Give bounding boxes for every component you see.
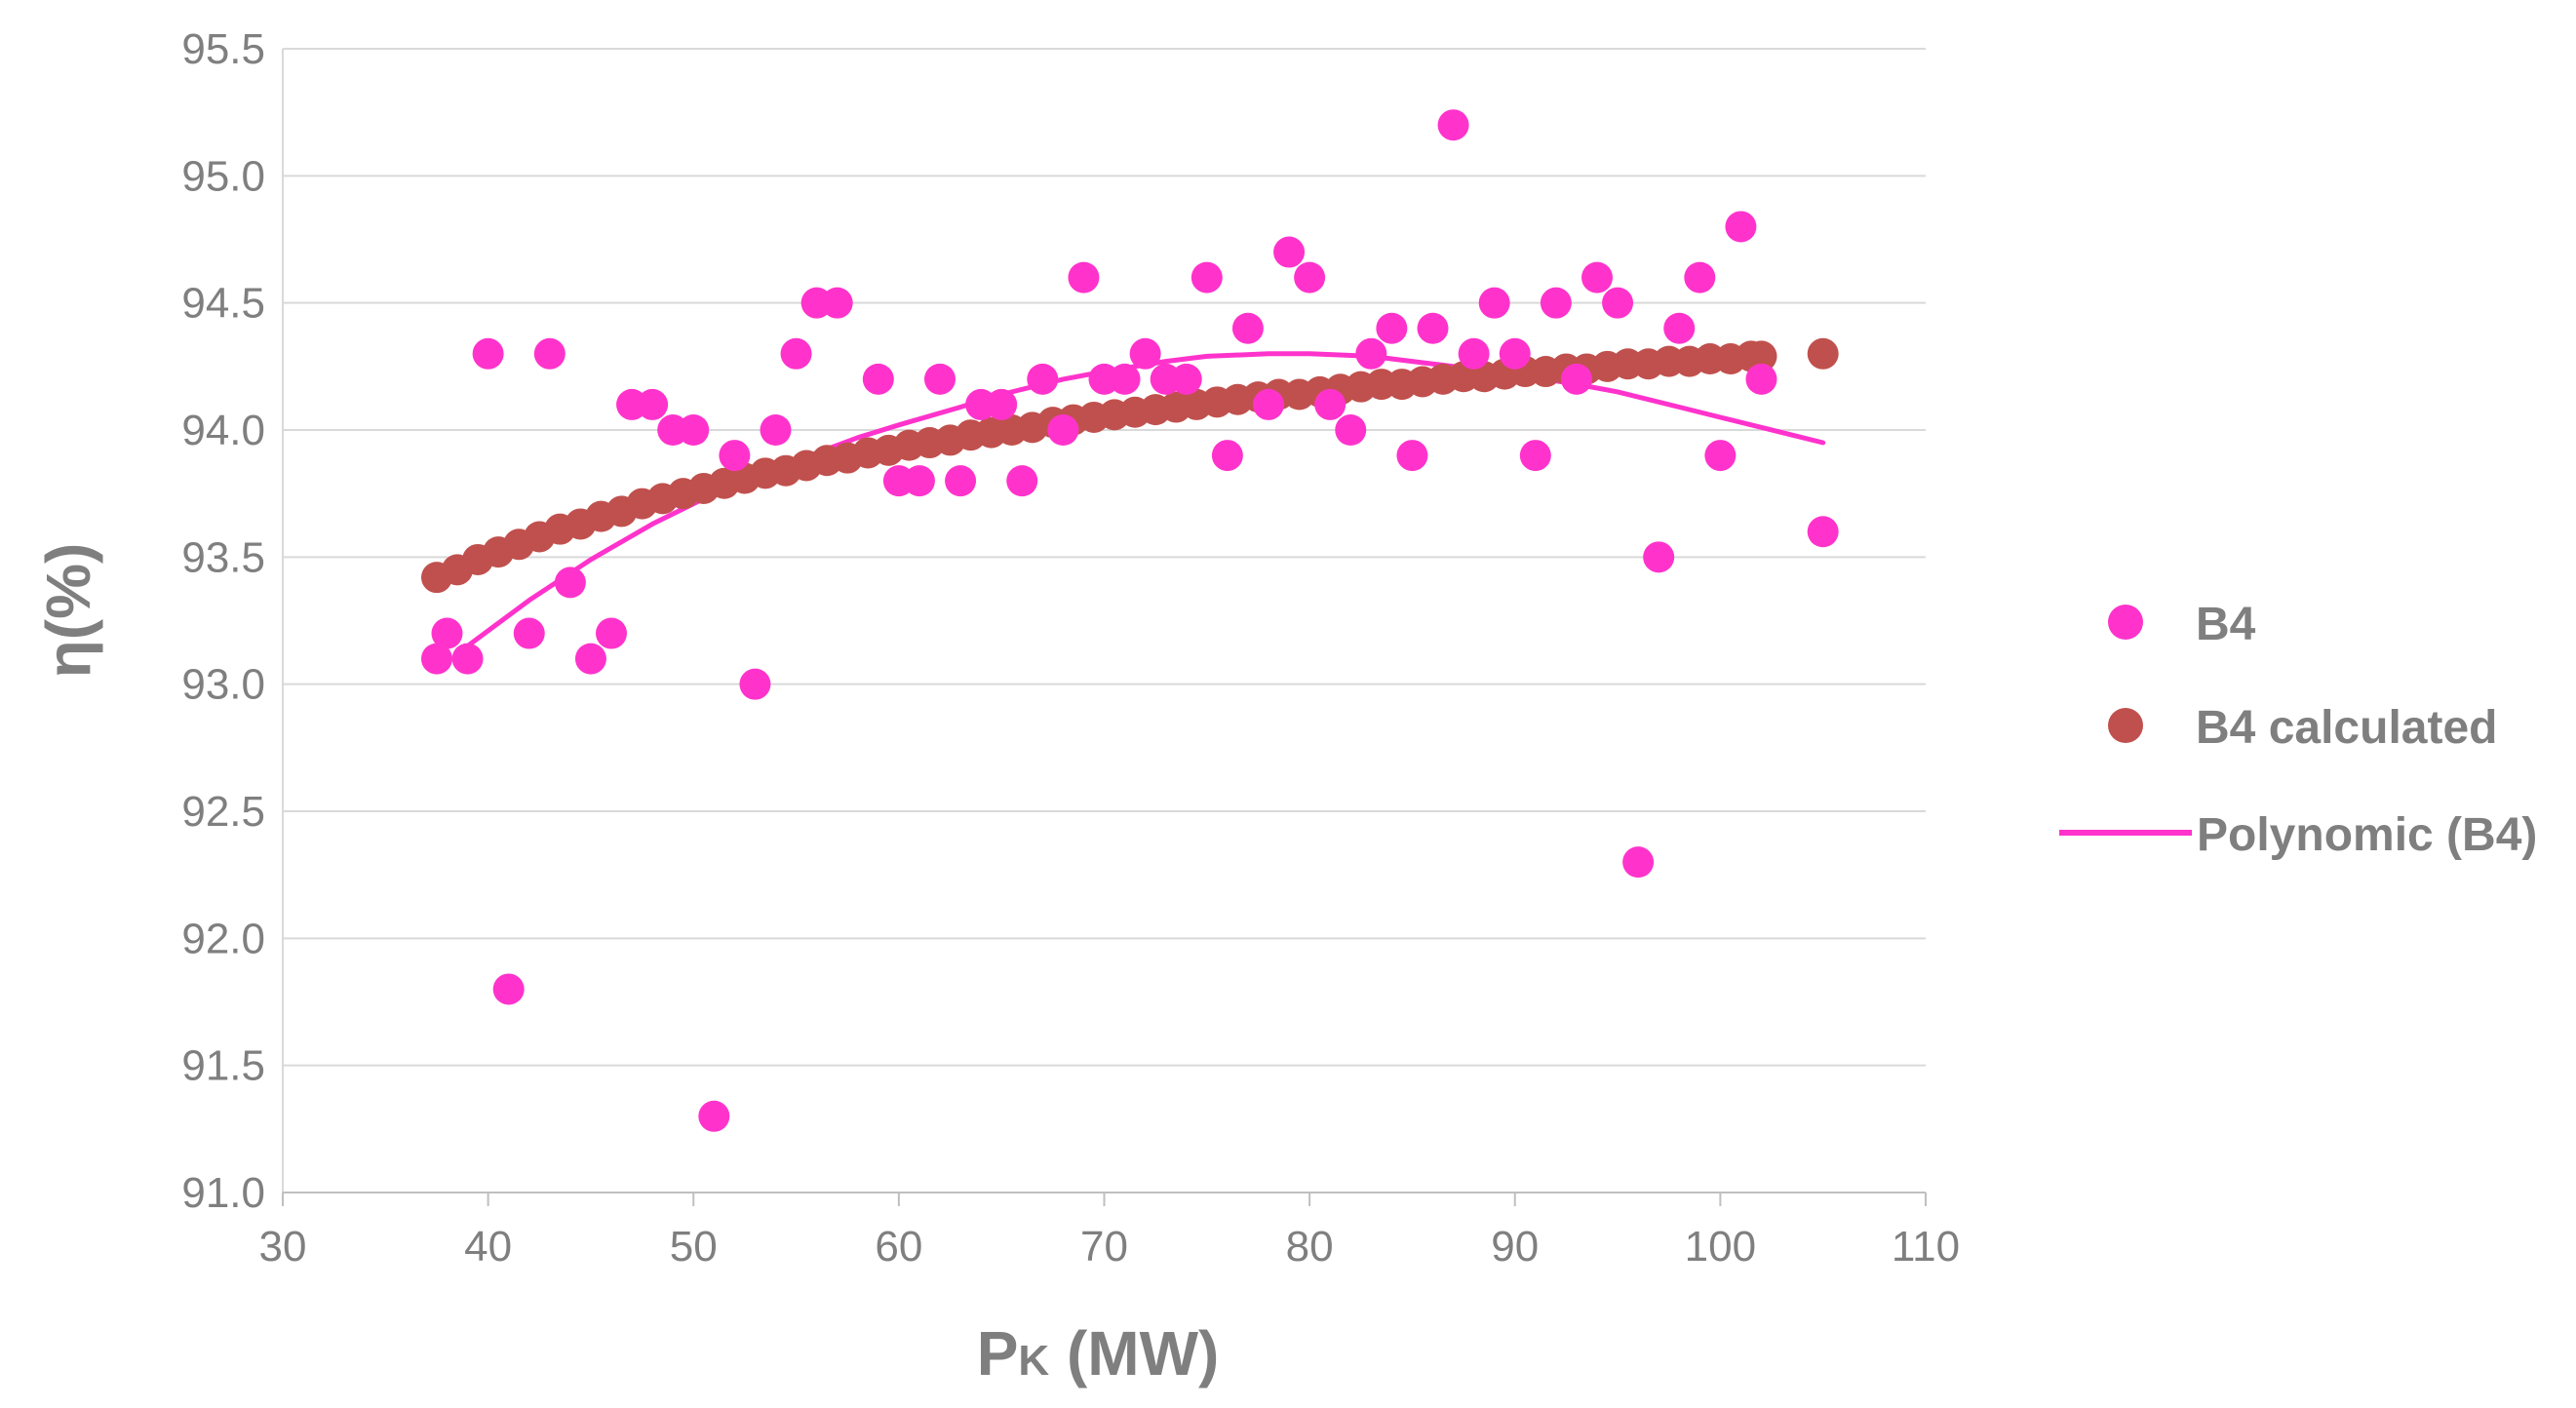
b4-point — [1684, 261, 1716, 293]
b4-point — [1745, 363, 1777, 395]
y-tick-label: 95.5 — [181, 25, 265, 73]
x-tick-label: 70 — [1080, 1223, 1128, 1271]
b4-point — [420, 643, 452, 675]
legend: B4 B4 calculated Polynomic (B4) — [2059, 599, 2537, 861]
y-axis-ticks: 91.0 91.5 92.0 92.5 93.0 93.5 94.0 94.5 95.0 95.5 — [181, 25, 265, 1217]
b4-point — [574, 643, 606, 675]
trendline-series — [454, 351, 1826, 656]
b4-point — [1006, 465, 1038, 497]
b4-point — [1314, 388, 1347, 420]
x-tick-label: 100 — [1685, 1223, 1756, 1271]
b4-point — [739, 668, 771, 700]
y-tick-label: 91.5 — [181, 1042, 265, 1090]
y-tick-label: 93.5 — [181, 533, 265, 581]
x-tick-label: 80 — [1286, 1223, 1334, 1271]
b4-point — [533, 337, 566, 370]
x-tick-label: 90 — [1491, 1223, 1539, 1271]
b4-point — [1231, 312, 1264, 344]
b4-point — [1643, 541, 1675, 573]
b4-point — [1417, 312, 1449, 344]
b4-series — [420, 109, 1839, 1132]
b4-point — [1211, 440, 1243, 472]
b4-point — [986, 388, 1018, 420]
b4-point — [1602, 287, 1634, 319]
x-tick-label: 40 — [464, 1223, 512, 1271]
x-tick-label: 30 — [259, 1223, 307, 1271]
b4-point — [596, 617, 627, 649]
b4-point — [431, 617, 463, 649]
b4-point — [1499, 337, 1531, 370]
b4-point — [1540, 287, 1572, 319]
b4-point — [698, 1100, 730, 1132]
legend-label: B4 — [2196, 599, 2256, 650]
calculated-series — [420, 337, 1839, 594]
legend-marker — [2108, 708, 2143, 743]
b4-point — [1704, 440, 1737, 472]
y-tick-label: 92.5 — [181, 788, 265, 836]
b4-point — [1622, 846, 1655, 879]
b4-point — [1807, 516, 1839, 548]
x-tick-label: 60 — [875, 1223, 922, 1271]
legend-marker — [2108, 605, 2143, 640]
x-tick-label: 110 — [1892, 1223, 1960, 1271]
b4-point — [1294, 261, 1326, 293]
b4-point — [451, 643, 484, 675]
b4-point — [780, 337, 812, 370]
b4-point — [1376, 312, 1408, 344]
legend-label: Polynomic (B4) — [2197, 809, 2537, 861]
y-tick-label: 92.0 — [181, 915, 265, 962]
b4-calculated-point — [1745, 340, 1777, 372]
y-tick-label: 93.0 — [181, 661, 265, 709]
b4-point — [821, 287, 853, 319]
b4-point — [1458, 337, 1490, 370]
b4-point — [760, 414, 792, 446]
legend-label: B4 calculated — [2196, 702, 2497, 754]
b4-point — [1478, 287, 1510, 319]
b4-point — [903, 465, 935, 497]
b4-point — [924, 363, 956, 395]
x-tick-label: 50 — [670, 1223, 718, 1271]
b4-point — [1581, 261, 1613, 293]
x-axis-title-sub: K — [1018, 1337, 1049, 1385]
b4-point — [1068, 261, 1100, 293]
polynomic-trendline — [454, 351, 1826, 656]
x-axis-title-unit: (MW) — [1049, 1318, 1219, 1388]
b4-point — [513, 617, 545, 649]
x-axis-title: PK (MW) — [977, 1318, 1220, 1388]
x-axis-title-main: P — [977, 1318, 1019, 1388]
gridlines — [283, 48, 1926, 1193]
b4-point — [492, 973, 525, 1005]
b4-calculated-point — [1807, 337, 1839, 370]
b4-point — [1663, 312, 1696, 344]
b4-point — [1437, 109, 1469, 141]
b4-point — [1519, 440, 1551, 472]
b4-point — [1273, 236, 1306, 268]
b4-point — [1355, 337, 1387, 370]
b4-point — [1396, 440, 1428, 472]
b4-point — [1109, 363, 1141, 395]
y-tick-label: 91.0 — [181, 1169, 265, 1217]
b4-point — [945, 465, 977, 497]
b4-point — [1027, 363, 1059, 395]
b4-point — [1170, 363, 1202, 395]
b4-point — [719, 440, 751, 472]
b4-point — [1047, 414, 1079, 446]
b4-point — [1335, 414, 1367, 446]
b4-point — [862, 363, 894, 395]
y-tick-label: 94.5 — [181, 280, 265, 328]
b4-point — [472, 337, 504, 370]
b4-point — [1725, 211, 1757, 243]
b4-point — [678, 414, 710, 446]
b4-point — [1129, 337, 1161, 370]
y-tick-label: 94.0 — [181, 407, 265, 454]
y-axis-title: η(%) — [33, 543, 103, 679]
b4-point — [637, 388, 669, 420]
b4-point — [1560, 363, 1592, 395]
b4-point — [1253, 388, 1284, 420]
b4-point — [1190, 261, 1223, 293]
y-tick-label: 95.0 — [181, 152, 265, 200]
x-axis-ticks: 30 40 50 60 70 80 90 100 110 — [259, 1193, 1960, 1271]
b4-point — [554, 567, 586, 599]
